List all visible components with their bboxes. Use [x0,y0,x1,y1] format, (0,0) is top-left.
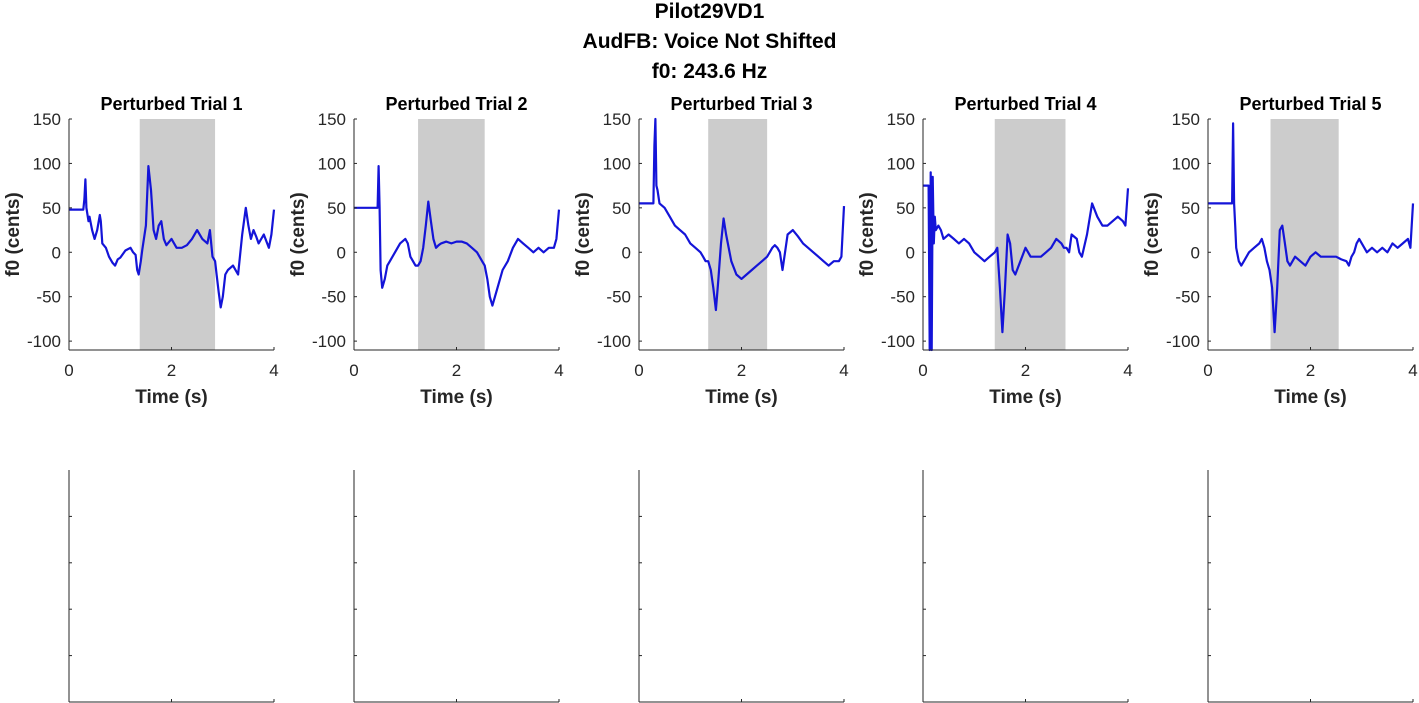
y-tick-label: 150 [887,110,915,129]
y-tick-label: 100 [887,154,915,173]
figure-title-line-2: AudFB: Voice Not Shifted [582,30,837,53]
x-tick-label: 4 [1408,361,1417,380]
y-axis-label: f0 (cents) [1142,192,1163,276]
subplot-9 [922,470,1129,703]
y-axis-label: f0 (cents) [288,192,309,276]
x-axis-label: Time (s) [135,387,208,408]
x-tick-label: 2 [1306,361,1315,380]
y-tick-label: -50 [890,288,915,307]
x-tick-label: 0 [64,361,73,380]
y-tick-label: 100 [33,154,61,173]
y-tick-label: -100 [312,332,346,351]
y-tick-label: 50 [327,199,346,218]
y-axis-label: f0 (cents) [573,192,594,276]
y-tick-label: 150 [318,110,346,129]
x-tick-label: 2 [452,361,461,380]
subplot-title: Perturbed Trial 1 [100,94,242,114]
perturbation-window [1270,119,1339,350]
x-tick-label: 4 [554,361,563,380]
perturbation-window [139,119,216,350]
subplot-title: Perturbed Trial 5 [1239,94,1381,114]
f0-trace-line [354,165,561,307]
y-tick-label: -100 [27,332,61,351]
x-tick-label: 4 [839,361,848,380]
x-tick-label: 4 [269,361,278,380]
y-tick-label: -100 [881,332,915,351]
f0-trace-line [639,117,846,312]
x-axis-label: Time (s) [420,387,493,408]
figure-title-line-1: Pilot29VD1 [654,0,765,23]
y-tick-label: -50 [36,288,61,307]
y-tick-label: 100 [1172,154,1200,173]
f0-trace-line [923,171,1130,352]
x-tick-label: 2 [1021,361,1030,380]
y-tick-label: -100 [1166,332,1200,351]
y-tick-label: 50 [612,199,631,218]
y-tick-label: -50 [606,288,631,307]
y-tick-label: 150 [33,110,61,129]
y-tick-label: -100 [597,332,631,351]
subplot-7 [353,470,560,703]
x-tick-label: 0 [349,361,358,380]
perturbation-window [418,119,485,350]
y-tick-label: 0 [1191,243,1200,262]
y-tick-label: 0 [622,243,631,262]
subplot-title: Perturbed Trial 3 [670,94,812,114]
perturbation-window [994,119,1066,350]
x-axis-label: Time (s) [705,387,778,408]
x-tick-label: 4 [1123,361,1132,380]
y-tick-label: 150 [603,110,631,129]
f0-trace-line [69,165,276,309]
y-tick-label: 100 [603,154,631,173]
y-tick-label: -50 [321,288,346,307]
x-axis-label: Time (s) [1274,387,1347,408]
y-tick-label: 0 [906,243,915,262]
subplot-10 [1207,470,1414,703]
y-tick-label: 0 [52,243,61,262]
x-tick-label: 2 [737,361,746,380]
y-tick-label: 50 [42,199,61,218]
y-tick-label: 0 [337,243,346,262]
x-tick-label: 2 [167,361,176,380]
x-tick-label: 0 [918,361,927,380]
y-tick-label: 150 [1172,110,1200,129]
subplot-6 [68,470,275,703]
subplot-8 [638,470,845,703]
f0-trace-line [1208,122,1415,334]
x-tick-label: 0 [1203,361,1212,380]
figure-title-line-3: f0: 243.6 Hz [651,60,768,83]
y-tick-label: -50 [1175,288,1200,307]
y-axis-label: f0 (cents) [857,192,878,276]
y-tick-label: 50 [896,199,915,218]
y-tick-label: 100 [318,154,346,173]
subplot-title: Perturbed Trial 4 [954,94,1096,114]
x-axis-label: Time (s) [989,387,1062,408]
y-tick-label: 50 [1181,199,1200,218]
perturbation-window [708,119,768,350]
y-axis-label: f0 (cents) [3,192,24,276]
subplot-title: Perturbed Trial 2 [385,94,527,114]
x-tick-label: 0 [634,361,643,380]
